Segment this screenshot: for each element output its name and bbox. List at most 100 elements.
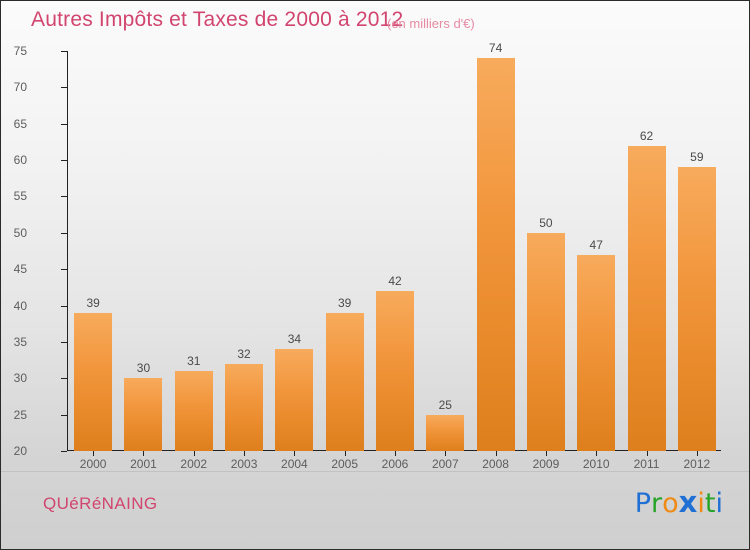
x-axis-label: 2012 — [683, 457, 711, 471]
y-axis-tick — [61, 269, 67, 271]
bar[interactable] — [426, 414, 465, 451]
bar[interactable] — [124, 378, 163, 451]
y-axis-label: 50 — [13, 225, 27, 240]
x-axis-label: 2001 — [130, 457, 157, 471]
x-axis-tick — [495, 451, 497, 456]
bar-value-label: 31 — [187, 354, 201, 368]
bar[interactable] — [627, 145, 666, 451]
proxiti-logo[interactable]: Proxiti — [635, 485, 723, 519]
bar-item[interactable]: 34 2004 — [272, 51, 316, 471]
x-axis-label: 2011 — [633, 457, 660, 471]
x-axis-tick — [545, 451, 547, 456]
bar[interactable] — [526, 232, 565, 451]
y-axis-label: 40 — [13, 298, 27, 313]
bar-item[interactable]: 39 2005 — [323, 51, 367, 471]
y-axis-tick — [61, 414, 67, 416]
bar-item[interactable]: 47 2010 — [574, 51, 618, 471]
bar-item[interactable]: 31 2002 — [172, 51, 216, 471]
y-axis-label: 30 — [13, 371, 27, 386]
x-axis-tick — [696, 451, 698, 456]
x-axis-label: 2002 — [180, 457, 208, 471]
bar-value-label: 50 — [539, 215, 553, 230]
x-axis-tick — [93, 451, 95, 456]
chart-header: Autres Impôts et Taxes de 2000 à 2012 (e… — [1, 1, 749, 43]
place-name-label: QUéRéNAING — [43, 494, 158, 513]
bar-item[interactable]: 62 2011 — [625, 51, 669, 471]
x-axis-tick — [395, 451, 396, 456]
x-axis-tick — [143, 451, 145, 456]
x-axis-tick — [244, 451, 246, 456]
bar-value-label: 39 — [338, 295, 352, 310]
x-axis-tick — [294, 451, 296, 456]
x-axis-tick — [596, 451, 598, 456]
page-title: Autres Impôts et Taxes de 2000 à 2012 — [31, 8, 404, 31]
x-axis-label: 2004 — [281, 457, 308, 471]
bar[interactable] — [677, 167, 716, 451]
bar[interactable] — [225, 363, 264, 451]
bar-item[interactable]: 74 2008 — [474, 41, 518, 471]
y-axis-tick — [61, 232, 67, 234]
bar-value-label: 25 — [438, 397, 452, 412]
footer-divider — [1, 471, 749, 472]
x-axis-tick — [344, 451, 346, 456]
x-axis-label: 2008 — [482, 457, 509, 471]
bar-value-label: 62 — [639, 128, 654, 143]
bar-value-label: 34 — [287, 332, 302, 347]
y-axis-tick — [61, 305, 67, 307]
bar[interactable] — [577, 254, 616, 451]
logo-letter: i — [697, 488, 705, 519]
bar[interactable] — [74, 312, 113, 451]
x-axis-label: 2007 — [431, 457, 459, 471]
y-axis-tick — [61, 451, 67, 452]
bar-value-label: 42 — [388, 274, 402, 288]
bar-value-label: 59 — [690, 150, 704, 165]
bar-item[interactable]: 50 2009 — [524, 51, 568, 471]
bar[interactable] — [325, 312, 364, 451]
y-axis-label: 55 — [13, 189, 27, 204]
y-axis-label: 25 — [13, 407, 27, 422]
x-axis-label: 2005 — [331, 457, 359, 471]
logo-letter: t — [704, 488, 716, 519]
bar-item[interactable]: 42 2006 — [373, 51, 417, 471]
y-axis-label: 65 — [13, 116, 27, 131]
bar-value-label: 30 — [136, 361, 151, 376]
y-axis-label: 20 — [13, 444, 27, 458]
y-axis-label: 60 — [13, 153, 27, 168]
bar-value-label: 47 — [589, 237, 603, 252]
y-axis-label: 35 — [13, 334, 27, 349]
bar-value-label: 39 — [86, 295, 100, 310]
x-axis-tick — [193, 451, 195, 456]
bar-value-label: 74 — [488, 41, 503, 56]
x-axis-label: 2010 — [582, 457, 610, 471]
bar-value-label: 32 — [237, 346, 251, 361]
bar[interactable] — [376, 291, 414, 451]
y-axis-tick — [61, 341, 67, 343]
bar-item[interactable]: 30 2001 — [121, 51, 165, 471]
logo-letter: i — [715, 488, 723, 519]
bar-item[interactable]: 32 2003 — [222, 51, 266, 471]
chart-footer: QUéRéNAING Proxiti — [1, 471, 749, 549]
x-axis-tick — [445, 451, 447, 456]
bar[interactable] — [476, 58, 515, 451]
y-axis-tick — [61, 160, 67, 162]
chart-subtitle: (en milliers d'€) — [387, 16, 475, 31]
y-axis-tick — [61, 378, 67, 380]
x-axis-tick — [646, 451, 648, 456]
bar-item[interactable]: 39 2000 — [71, 51, 115, 471]
bar-item[interactable]: 25 2007 — [423, 51, 467, 471]
y-axis-label: 70 — [13, 80, 27, 95]
logo-letter: o — [662, 488, 679, 519]
bar[interactable] — [174, 371, 213, 451]
x-axis-label: 2000 — [79, 457, 107, 471]
bar-chart-plot-area: 20 25 30 35 40 45 50 55 60 65 70 75 39 2000 30 2001 31 2… — [14, 41, 721, 471]
bar[interactable] — [275, 349, 314, 451]
x-axis-label: 2009 — [532, 457, 560, 471]
y-axis-label: 45 — [13, 262, 27, 277]
y-axis-label: 75 — [13, 44, 27, 58]
x-axis-label: 2006 — [381, 457, 409, 471]
y-axis-tick — [61, 196, 67, 198]
logo-letter: x — [678, 485, 698, 519]
y-axis-tick — [61, 123, 67, 125]
bar-item[interactable]: 59 2012 — [675, 51, 719, 471]
